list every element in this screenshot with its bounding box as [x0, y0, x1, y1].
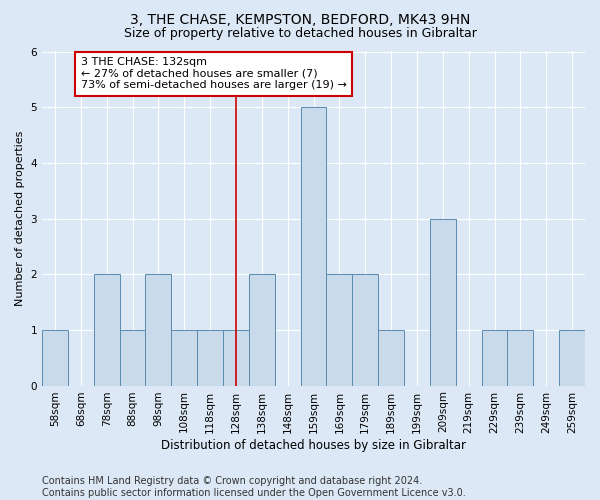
- Bar: [119, 330, 145, 386]
- Bar: [508, 330, 533, 386]
- Bar: [249, 274, 275, 386]
- Bar: [430, 218, 456, 386]
- Text: Contains HM Land Registry data © Crown copyright and database right 2024.
Contai: Contains HM Land Registry data © Crown c…: [42, 476, 466, 498]
- Text: Size of property relative to detached houses in Gibraltar: Size of property relative to detached ho…: [124, 28, 476, 40]
- Bar: [223, 330, 249, 386]
- X-axis label: Distribution of detached houses by size in Gibraltar: Distribution of detached houses by size …: [161, 440, 466, 452]
- Bar: [352, 274, 378, 386]
- Y-axis label: Number of detached properties: Number of detached properties: [15, 131, 25, 306]
- Bar: [326, 274, 352, 386]
- Text: 3 THE CHASE: 132sqm
← 27% of detached houses are smaller (7)
73% of semi-detache: 3 THE CHASE: 132sqm ← 27% of detached ho…: [81, 57, 347, 90]
- Bar: [94, 274, 119, 386]
- Bar: [378, 330, 404, 386]
- Bar: [172, 330, 197, 386]
- Bar: [559, 330, 585, 386]
- Bar: [482, 330, 508, 386]
- Bar: [197, 330, 223, 386]
- Bar: [42, 330, 68, 386]
- Text: 3, THE CHASE, KEMPSTON, BEDFORD, MK43 9HN: 3, THE CHASE, KEMPSTON, BEDFORD, MK43 9H…: [130, 12, 470, 26]
- Bar: [301, 107, 326, 386]
- Bar: [145, 274, 172, 386]
